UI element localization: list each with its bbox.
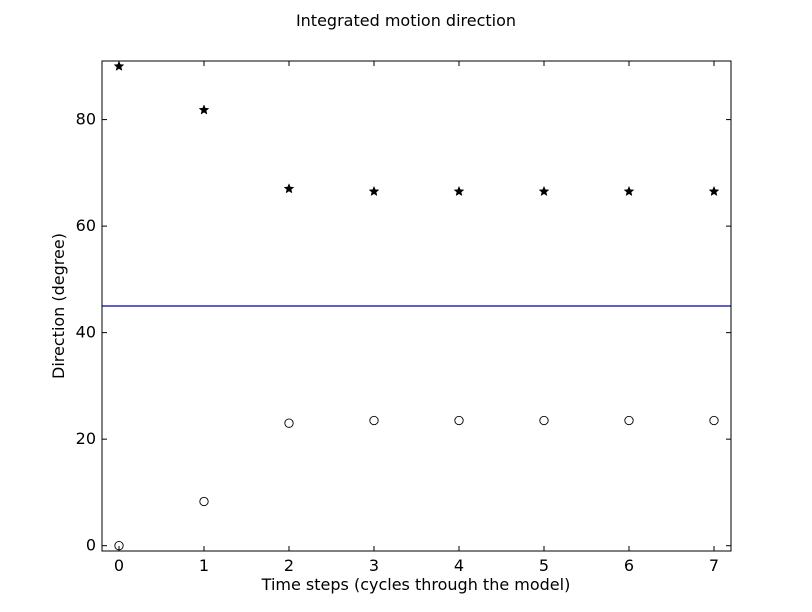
x-tick-label: 2	[284, 556, 294, 575]
x-tick-label: 6	[624, 556, 634, 575]
data-point-star	[198, 104, 210, 115]
data-point-star	[283, 183, 295, 194]
data-point-circle	[709, 415, 719, 426]
y-tick-label: 60	[76, 216, 96, 235]
data-point-circle	[624, 415, 634, 426]
plot-frame	[101, 60, 732, 552]
x-tick-label: 0	[114, 556, 124, 575]
data-point-circle	[199, 496, 209, 507]
data-point-star	[113, 60, 125, 71]
y-tick-label: 0	[86, 536, 96, 555]
x-tick-label: 4	[454, 556, 464, 575]
x-tick-label: 5	[539, 556, 549, 575]
data-point-star	[708, 185, 720, 197]
x-tick-label: 7	[709, 556, 719, 575]
plot-area: 0 1 2 3 4 5 6 7 0 20 40 60 80	[76, 60, 731, 575]
y-tick-label: 40	[76, 323, 96, 342]
data-point-star	[368, 185, 380, 197]
x-tick-label: 1	[199, 556, 209, 575]
x-tick-label: 3	[369, 556, 379, 575]
data-point-star	[538, 185, 550, 197]
data-point-star	[453, 185, 465, 197]
data-point-circle	[114, 541, 124, 551]
data-point-circle	[284, 418, 294, 428]
y-tick-label: 20	[76, 429, 96, 448]
y-axis-label: Direction (degree)	[49, 233, 68, 379]
chart-title: Integrated motion direction	[296, 11, 516, 30]
x-axis-label: Time steps (cycles through the model)	[261, 575, 571, 594]
data-point-circle	[454, 415, 464, 426]
data-point-star	[623, 185, 635, 197]
data-point-circle	[539, 415, 549, 426]
y-tick-label: 80	[76, 110, 96, 129]
data-point-circle	[369, 415, 379, 426]
